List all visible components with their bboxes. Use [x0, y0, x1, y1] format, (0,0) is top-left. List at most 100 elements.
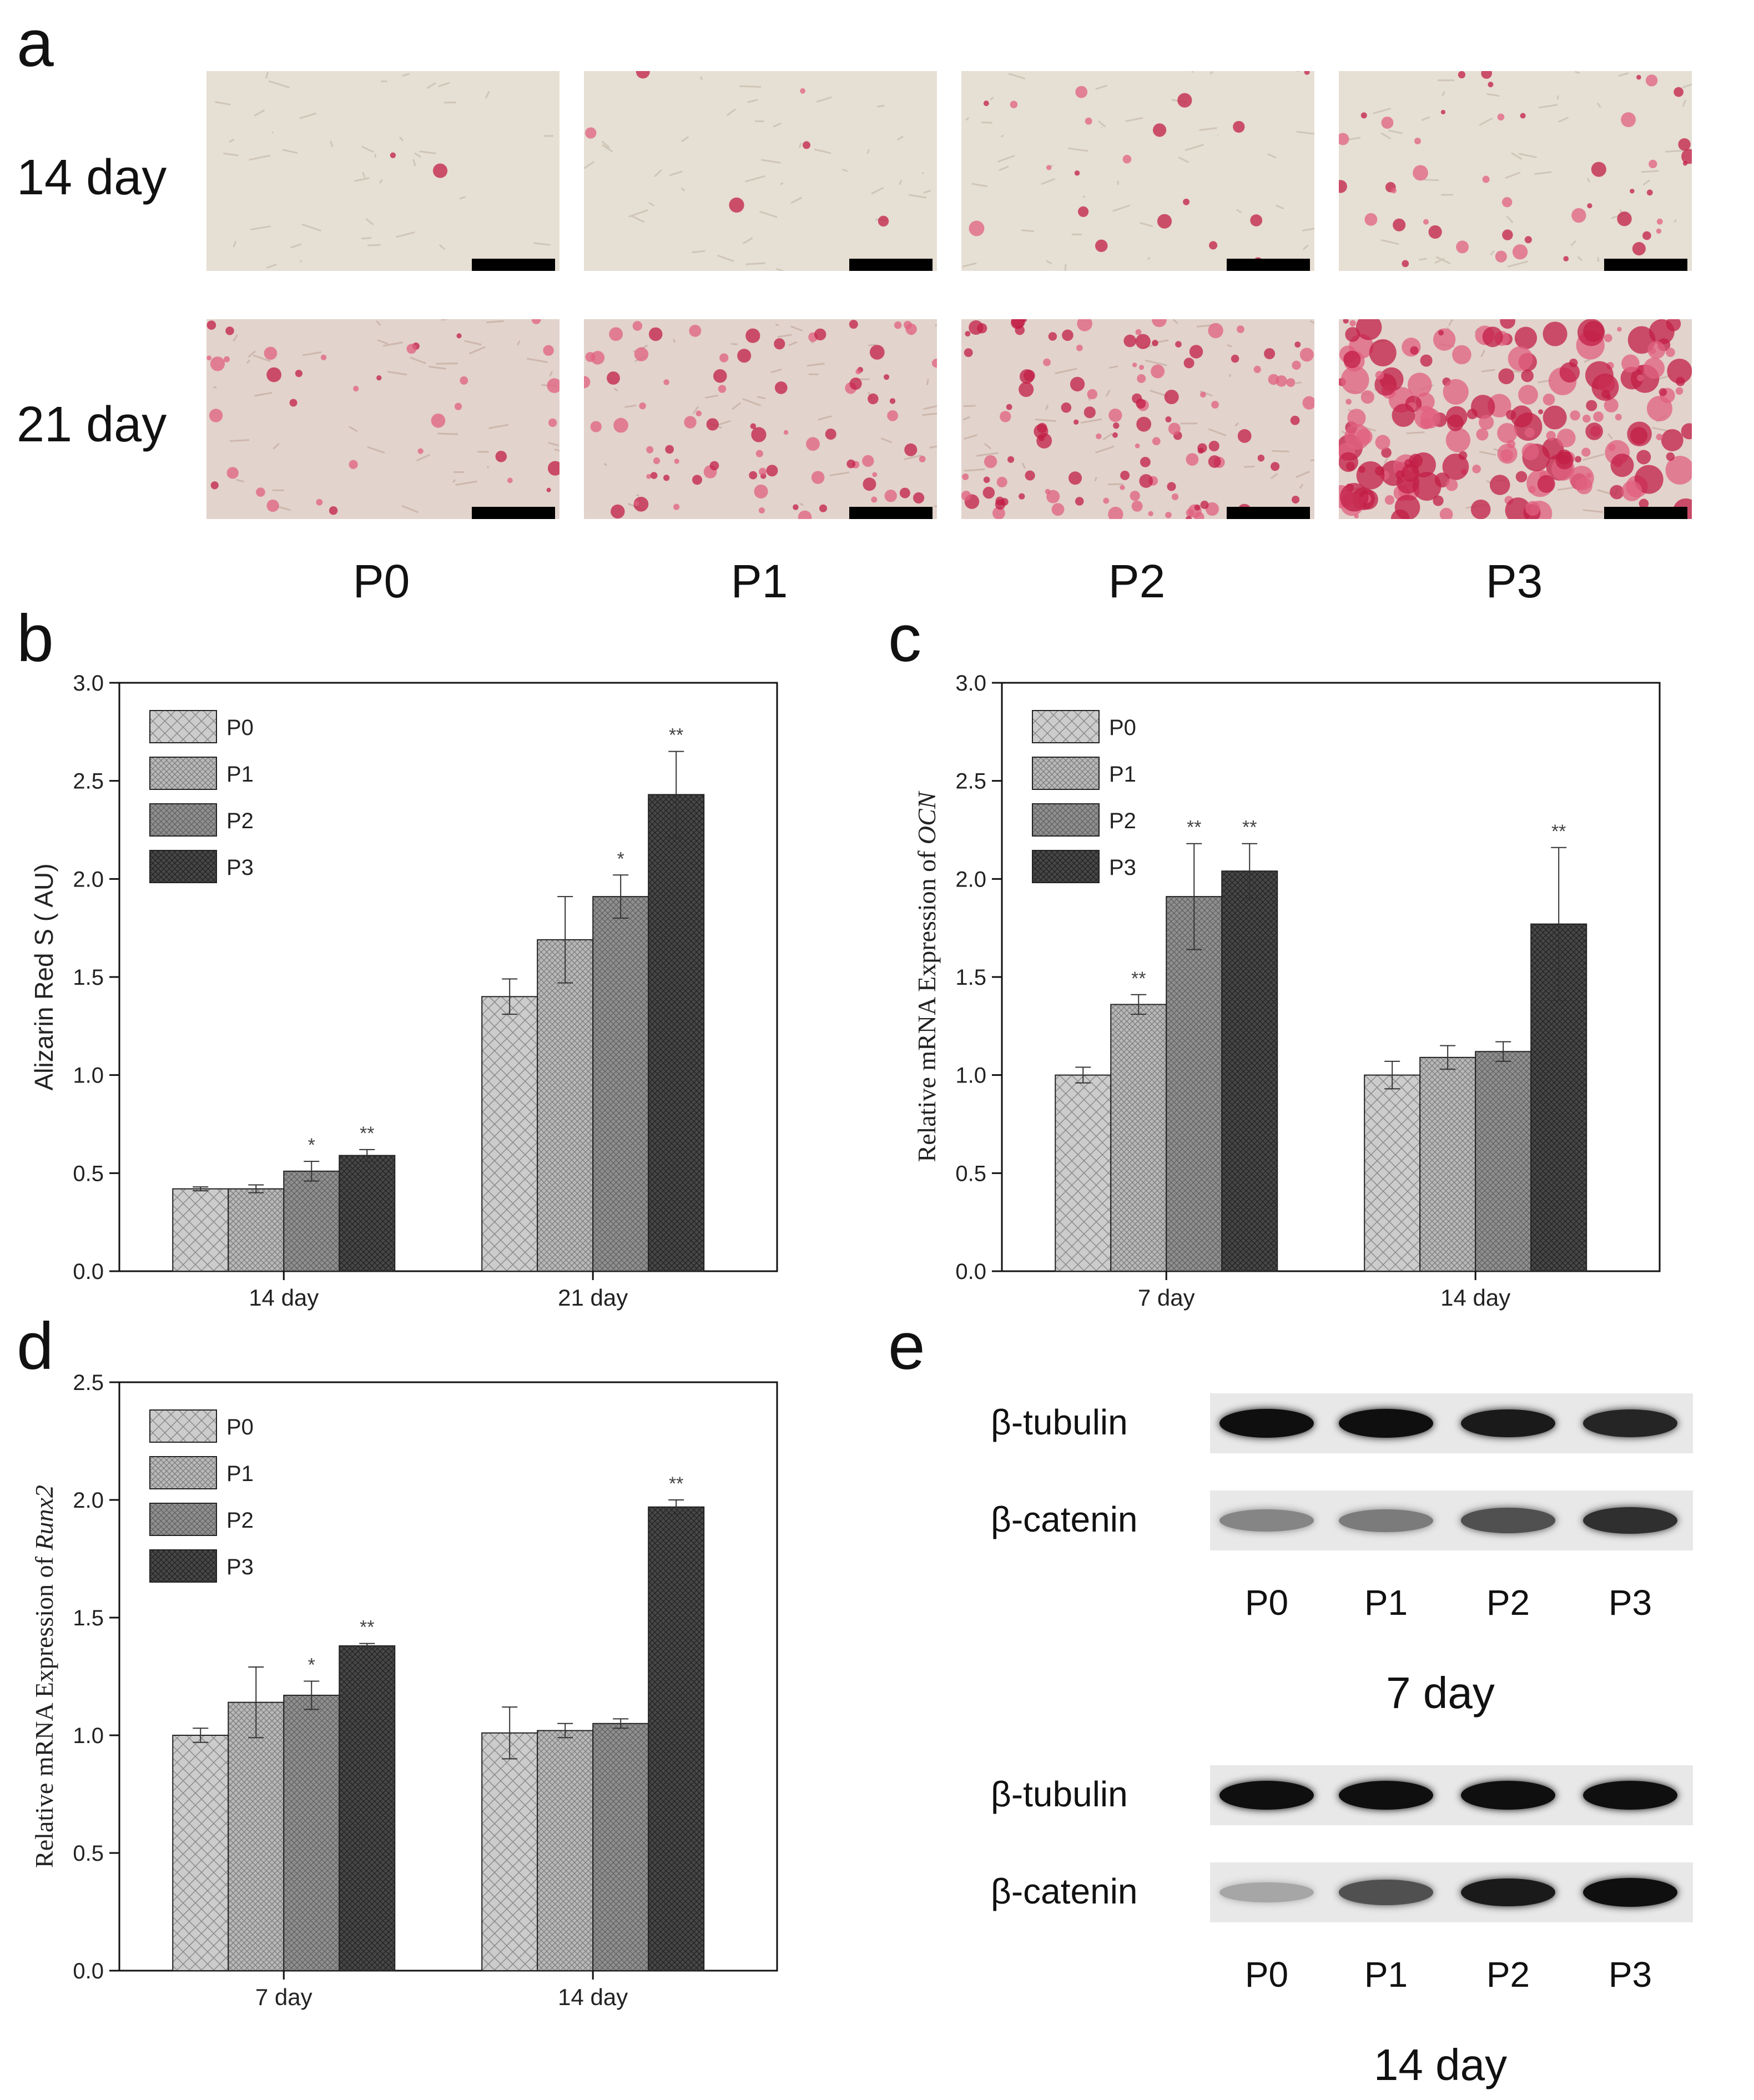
blot-band	[1219, 1509, 1314, 1532]
bar	[481, 996, 538, 1272]
y-tick-label: 1.0	[73, 1724, 104, 1748]
y-tick-label: 3.0	[73, 671, 104, 696]
bar	[172, 1188, 229, 1272]
scale-bar	[849, 507, 933, 519]
significance-mark: *	[308, 1135, 315, 1156]
blot-band	[1583, 1878, 1677, 1907]
micrograph-tile	[961, 71, 1314, 271]
x-tick-label: 7 day	[1138, 1285, 1195, 1311]
blot-band	[1583, 1781, 1677, 1810]
ocn-expression-chart: 0.0 0.5 1.0 1.5 2.0 2.5 3.0 Relative mRNA Expre…	[913, 671, 1661, 1311]
blot-band	[1583, 1409, 1677, 1437]
panel-a-letter: a	[17, 6, 54, 80]
bar	[339, 1155, 396, 1272]
significance-mark: **	[1242, 817, 1257, 838]
blot-band	[1583, 1507, 1677, 1534]
micrograph-tile	[206, 71, 560, 271]
blot-day-label: 7 day	[1386, 1668, 1495, 1718]
legend-label: P1	[1109, 762, 1136, 787]
micrograph-tile	[1339, 71, 1692, 271]
y-tick-label: 2.0	[955, 867, 986, 892]
bar	[339, 1645, 396, 1971]
blot-lane-label: P1	[1364, 1583, 1408, 1623]
x-tick-label: 21 day	[558, 1285, 628, 1311]
y-tick-label: 2.5	[73, 1371, 104, 1395]
y-axis-label: Relative mRNA Expression of OCN	[913, 790, 941, 1162]
y-tick-label: 0.0	[73, 1260, 104, 1284]
legend-swatch	[149, 1456, 217, 1489]
y-tick-label: 0.0	[955, 1260, 986, 1284]
legend-swatch	[149, 757, 217, 790]
legend-swatch	[149, 710, 217, 743]
legend-swatch	[149, 1409, 217, 1443]
micrograph-tile	[584, 319, 937, 519]
legend-swatch	[1032, 803, 1100, 837]
blot-lane-label: P3	[1608, 1583, 1652, 1623]
blot-band	[1461, 1878, 1555, 1907]
blot-band	[1339, 1409, 1433, 1438]
y-tick-label: 1.5	[73, 1606, 104, 1630]
x-tick-label: 14 day	[558, 1984, 628, 2010]
bar	[481, 1732, 538, 1971]
blot-lane-label: P2	[1486, 1955, 1530, 1995]
y-tick-label: 0.5	[73, 1161, 104, 1186]
scale-bar	[1604, 259, 1687, 271]
y-tick-label: 2.0	[73, 867, 104, 892]
legend-swatch	[1032, 850, 1100, 883]
blot-lane-label: P2	[1486, 1583, 1530, 1623]
y-tick-label: 1.0	[955, 1064, 986, 1088]
panel-b-letter: b	[17, 601, 54, 676]
bar	[537, 1730, 594, 1972]
legend-swatch	[1032, 757, 1100, 790]
panel-e-letter: e	[888, 1309, 925, 1383]
scale-bar	[1227, 259, 1310, 271]
blot-lane-label: P1	[1364, 1955, 1408, 1995]
significance-mark: **	[1131, 968, 1146, 989]
blot-row-label: β-catenin	[991, 1499, 1138, 1539]
x-tick-label: 14 day	[1440, 1285, 1510, 1311]
y-axis-label: Alizarin Red S ( AU)	[29, 863, 58, 1090]
scale-bar	[849, 259, 933, 271]
bar	[1364, 1074, 1421, 1272]
bar	[1166, 896, 1223, 1272]
significance-mark: *	[617, 848, 624, 869]
column-label-p3: P3	[1485, 555, 1543, 607]
blot-lane-label: P3	[1608, 1955, 1652, 1995]
bar	[592, 896, 649, 1272]
legend-label: P3	[1109, 855, 1136, 880]
blot-band	[1339, 1509, 1433, 1532]
bar	[537, 939, 594, 1272]
legend-swatch	[149, 1549, 217, 1583]
blot-band	[1219, 1409, 1314, 1438]
significance-mark: **	[669, 1473, 683, 1494]
column-label-p2: P2	[1108, 555, 1166, 607]
y-axis-label: Relative mRNA Expression of Runx2	[30, 1485, 58, 1868]
blot-lane-label: P0	[1244, 1955, 1289, 1995]
blot-row-label: β-tubulin	[991, 1402, 1128, 1442]
bar	[648, 1506, 705, 1972]
plot-frame	[118, 1381, 778, 1972]
legend-label: P2	[1109, 809, 1136, 833]
bar	[1055, 1074, 1112, 1272]
legend-swatch	[149, 1503, 217, 1536]
bar	[228, 1188, 285, 1272]
scale-bar	[1227, 507, 1310, 519]
legend-label: P2	[226, 809, 254, 833]
row-label-21-day: 21 day	[17, 397, 167, 452]
panel-c-letter: c	[888, 601, 921, 676]
bar	[283, 1694, 340, 1971]
bar	[1110, 1004, 1167, 1272]
legend-label: P0	[226, 716, 254, 740]
legend-swatch	[149, 850, 217, 883]
legend-label: P0	[1109, 716, 1136, 740]
blot-day-label: 14 day	[1373, 2040, 1508, 2089]
scale-bar	[472, 507, 555, 519]
significance-mark: **	[360, 1617, 374, 1638]
bar	[172, 1735, 229, 1971]
blot-band	[1339, 1781, 1433, 1810]
legend-swatch	[1032, 710, 1100, 743]
y-tick-label: 0.5	[73, 1841, 104, 1866]
blot-row-label: β-tubulin	[991, 1774, 1128, 1814]
y-tick-label: 2.0	[73, 1488, 104, 1513]
blot-band	[1461, 1781, 1555, 1810]
